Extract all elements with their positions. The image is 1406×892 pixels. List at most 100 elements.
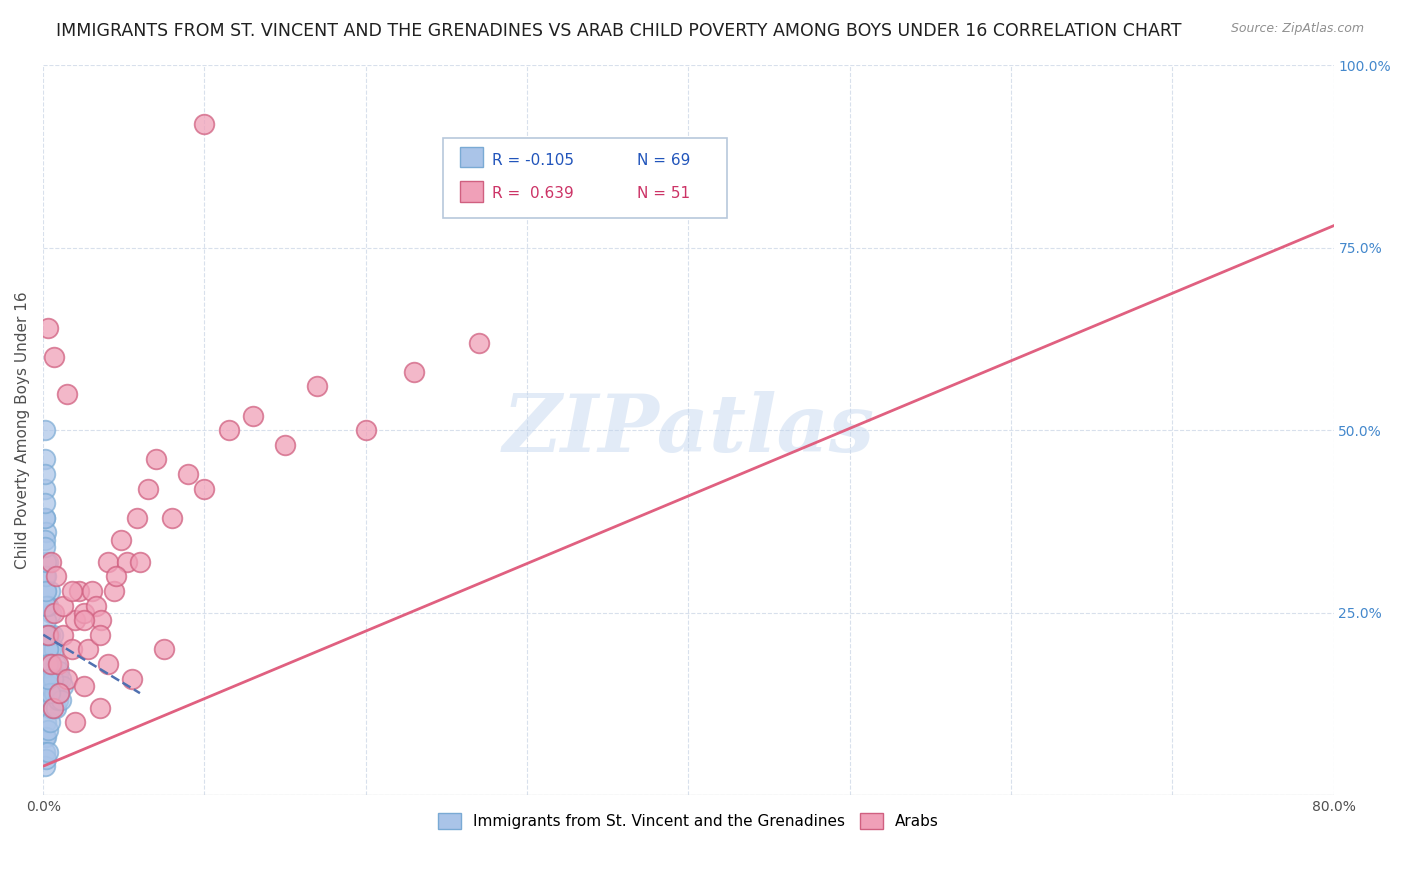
Point [42,700,65,714]
Point [34,511,56,525]
Point [97,555,120,569]
Text: R =  0.639: R = 0.639 [492,186,574,201]
Point [42,700,65,714]
Point [218,423,240,437]
Point [34,540,56,554]
Point [45,569,67,583]
Point [145,452,167,467]
Point [35,569,58,583]
Point [39,642,62,657]
Point [34,482,56,496]
Point [39,606,62,620]
Point [65,613,87,627]
Point [38,715,60,730]
Point [34,569,56,583]
Point [60,583,83,598]
Point [89,628,111,642]
Point [48,686,70,700]
Point [44,642,66,657]
Text: N = 51: N = 51 [637,186,690,201]
Point [37,745,59,759]
Text: IMMIGRANTS FROM ST. VINCENT AND THE GRENADINES VS ARAB CHILD POVERTY AMONG BOYS : IMMIGRANTS FROM ST. VINCENT AND THE GREN… [56,22,1181,40]
Point [34,745,56,759]
Point [37,686,59,700]
Point [35,583,58,598]
Point [45,686,67,700]
Point [49,672,72,686]
Bar [460,181,484,202]
Point [72,613,94,627]
Point [34,511,56,525]
Point [51,628,73,642]
Point [37,555,59,569]
Point [44,679,66,693]
Point [115,555,138,569]
Point [34,467,56,481]
Point [65,715,87,730]
Text: Source: ZipAtlas.com: Source: ZipAtlas.com [1230,22,1364,36]
Point [89,700,111,714]
Legend: Immigrants from St. Vincent and the Grenadines, Arabs: Immigrants from St. Vincent and the Gren… [432,807,945,835]
Point [34,730,56,744]
Point [37,723,59,737]
Point [80,583,103,598]
Point [110,533,132,547]
Point [35,730,58,744]
Point [97,657,120,671]
Point [46,672,69,686]
Point [37,672,59,686]
Point [38,665,60,679]
Point [34,423,56,437]
Point [35,628,58,642]
Point [103,583,125,598]
Point [35,628,58,642]
Point [104,569,127,583]
Point [121,672,143,686]
Point [35,599,58,613]
Point [77,642,100,657]
Text: R = -0.105: R = -0.105 [492,153,574,169]
Point [37,628,59,642]
Point [37,321,59,335]
Point [72,606,94,620]
Point [67,583,90,598]
Point [160,511,183,525]
Point [34,533,56,547]
Point [38,583,60,598]
Point [35,613,58,627]
Point [177,467,200,481]
FancyBboxPatch shape [443,138,727,219]
Point [34,496,56,510]
Point [48,665,70,679]
Point [39,686,62,700]
Text: ZIPatlas: ZIPatlas [502,392,875,469]
Point [125,511,148,525]
Point [38,679,60,693]
Point [42,672,65,686]
Point [404,365,426,379]
Point [48,686,70,700]
Point [39,555,62,569]
Point [37,599,59,613]
Point [467,335,489,350]
Point [35,672,58,686]
Point [38,686,60,700]
Point [60,642,83,657]
Point [307,379,329,393]
Point [56,672,79,686]
Point [242,409,264,423]
Point [37,642,59,657]
Point [354,423,377,437]
Point [129,555,152,569]
Point [37,628,59,642]
Bar [460,147,484,168]
Point [153,642,176,657]
Point [34,452,56,467]
Point [44,686,66,700]
Point [35,555,58,569]
Point [42,665,65,679]
Point [45,700,67,714]
Point [44,350,66,364]
Point [90,613,112,627]
Point [45,657,67,671]
